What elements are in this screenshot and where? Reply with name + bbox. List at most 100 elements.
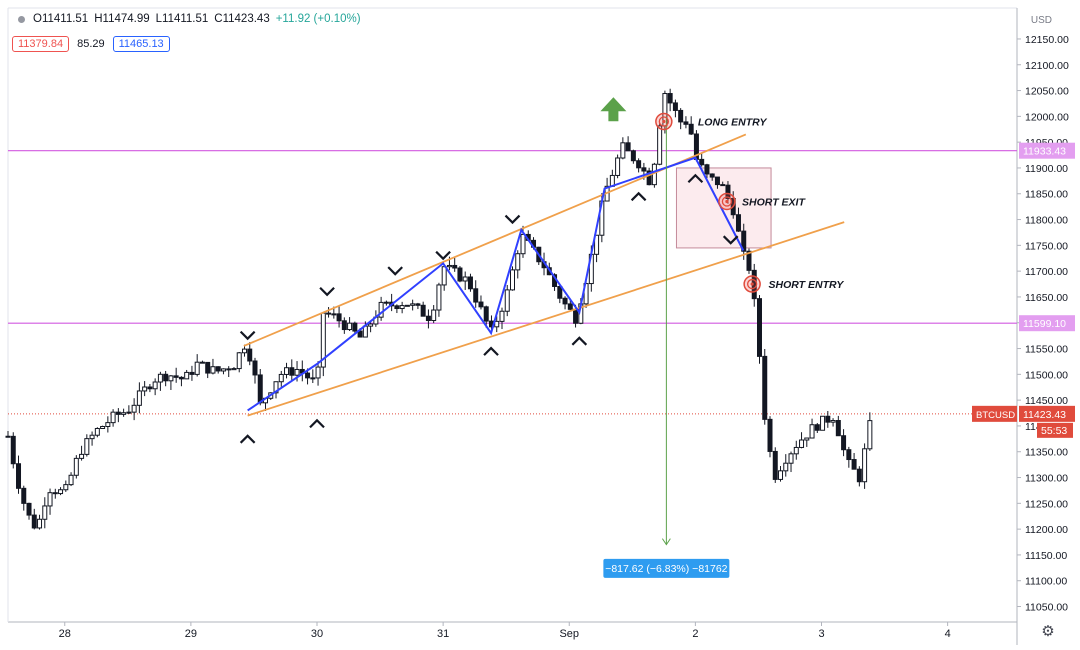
zigzag-wave-line [247,156,745,412]
y-tick-label: 12000.00 [1025,111,1069,123]
measure-label-box [603,558,730,578]
x-tick-label: Sep [559,628,579,640]
candle-body [399,305,405,310]
settings-gear-icon[interactable]: ⚙ [1041,623,1055,640]
currency-label[interactable]: USD [1028,15,1054,26]
candle-body [415,303,421,306]
countdown-label: 55:53 [1041,425,1067,437]
x-tick-label: 30 [311,628,323,640]
candle-body [809,424,815,439]
candle-body [305,372,311,379]
symbol-tag [972,405,1017,422]
candle-body [825,415,831,423]
candle-body [641,167,647,172]
candle-body [173,375,179,378]
candle-body [783,462,789,472]
x-tick-label: 29 [185,628,197,640]
candle-body [278,373,284,383]
level-price-tag [1019,142,1075,159]
candle-body [105,422,111,427]
indicator-low-badge[interactable]: 11379.84 [12,36,70,52]
candle-body [215,366,221,372]
candle-body [341,320,347,331]
current-price-label: 11423.43 [1023,409,1066,421]
candle-body [830,420,836,423]
candle-body [788,453,794,464]
candle-body [714,176,720,186]
candle-body [205,361,211,374]
candle-body [835,420,841,437]
candle-body [478,301,484,308]
candle-body [446,264,452,268]
candle-body [42,505,48,520]
y-tick-label: 11500.00 [1025,369,1068,381]
candle-body [767,418,773,452]
annotation-label: SHORT EXIT [742,196,806,208]
candle-body [846,449,852,461]
candle-body [462,276,468,282]
candles-group [5,88,873,530]
y-tick-label: 11150.00 [1025,550,1067,562]
candle-body [636,160,642,169]
candle-body [483,306,489,322]
status-dot-icon [18,15,25,23]
channel-line [247,221,845,417]
candle-body [746,250,752,271]
y-tick-label: 11850.00 [1025,189,1068,201]
candle-body [131,404,137,413]
candle-body [231,368,237,371]
candle-body [289,367,295,376]
candle-body [667,93,673,104]
swing-low-chevron-icon [630,191,647,202]
measure-arrowhead-icon [661,538,671,546]
candle-body [562,297,568,305]
target-marker-ring [746,278,758,290]
candle-body [58,489,64,495]
candle-body [688,123,694,135]
candle-body [352,322,358,332]
candle-body [504,289,510,312]
y-tick-label: 11450.00 [1025,395,1068,407]
candle-body [756,298,762,357]
candle-body [473,288,479,303]
candle-body [136,390,142,406]
candle-body [336,313,342,322]
candle-body [762,355,768,420]
candle-body [657,125,663,165]
y-tick-label: 11050.00 [1025,602,1068,614]
candle-body [68,474,74,486]
candle-body [126,411,132,414]
candle-body [326,312,332,315]
y-tick-label: 11800.00 [1025,215,1068,227]
candle-body [241,348,247,354]
level-price-label: 11599.10 [1023,318,1066,330]
candle-body [310,377,316,380]
swing-low-chevron-icon [571,336,588,346]
candle-body [725,184,731,200]
swing-low-chevron-icon [239,434,256,444]
candle-body [315,366,321,379]
candle-body [37,518,43,529]
candle-body [394,305,400,310]
swing-high-chevron-icon [387,266,403,276]
candle-body [704,164,710,175]
x-tick-label: 4 [945,628,951,640]
swing-low-chevron-icon [687,173,704,184]
candle-body [820,415,826,431]
candle-body [31,514,37,529]
ohlc-high: H11474.99 [94,13,150,25]
candle-body [557,285,563,299]
candle-body [620,142,626,159]
candle-body [515,253,521,271]
candle-body [867,420,873,450]
candle-body [615,157,621,176]
candle-body [436,284,442,311]
indicator-mid-value: 85.29 [77,38,105,50]
candle-body [94,427,100,436]
indicator-high-badge[interactable]: 11465.13 [112,36,170,52]
candle-body [646,170,652,186]
candle-body [573,308,579,324]
bullish-arrow-icon [600,97,627,122]
